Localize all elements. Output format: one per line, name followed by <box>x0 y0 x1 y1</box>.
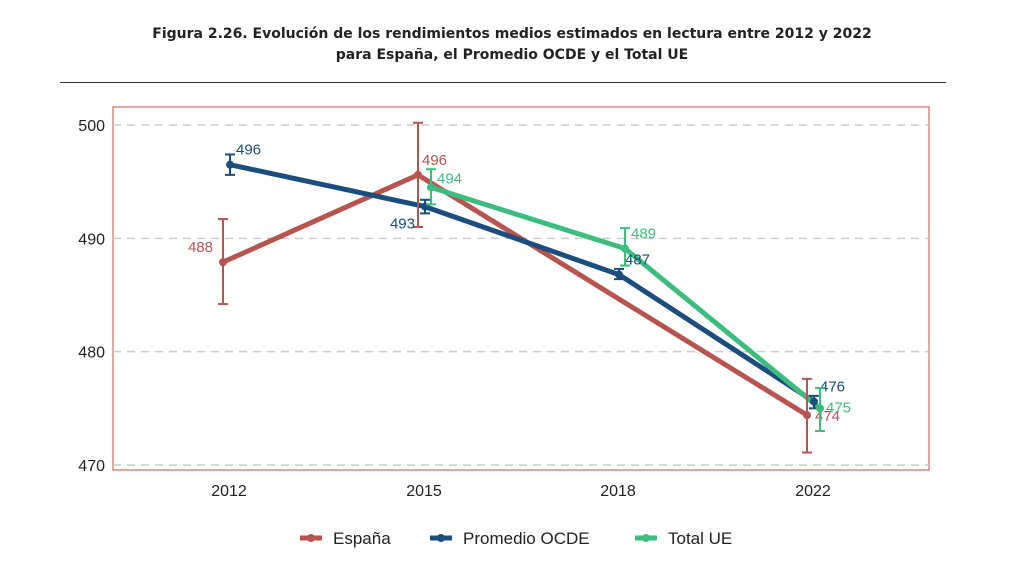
data-label: 496 <box>236 142 261 159</box>
data-label: 475 <box>826 399 851 416</box>
data-label: 489 <box>631 226 656 243</box>
legend-marker <box>437 534 445 542</box>
data-point <box>621 244 629 253</box>
data-point <box>615 270 623 279</box>
x-tick-label: 2018 <box>600 483 636 500</box>
series-line-1 <box>229 162 816 404</box>
data-label: 494 <box>437 170 462 187</box>
data-point <box>803 411 811 420</box>
legend-marker <box>307 534 315 542</box>
chart-title-line1: Figura 2.26. Evolución de los rendimient… <box>152 26 872 42</box>
legend-label: España <box>333 529 391 548</box>
data-point <box>427 183 435 192</box>
x-tick-label: 2015 <box>406 483 442 500</box>
data-label: 474 <box>815 408 840 425</box>
y-tick-label: 500 <box>78 118 105 135</box>
data-point <box>816 404 824 413</box>
data-label: 488 <box>188 239 213 256</box>
title-rule <box>60 82 946 83</box>
data-label: 496 <box>422 152 447 169</box>
legend-label: Promedio OCDE <box>463 529 590 548</box>
data-label: 476 <box>820 379 845 396</box>
y-tick-label: 470 <box>78 458 105 475</box>
data-point <box>219 258 227 267</box>
data-point <box>226 160 234 169</box>
legend-label: Total UE <box>668 529 732 548</box>
x-tick-label: 2012 <box>211 483 247 500</box>
data-point <box>414 170 422 179</box>
y-tick-label: 490 <box>78 231 105 248</box>
x-tick-label: 2022 <box>795 483 831 500</box>
legend-marker <box>642 534 650 542</box>
chart-title: Figura 2.26. Evolución de los rendimient… <box>0 24 1024 66</box>
data-label: 493 <box>390 216 415 233</box>
data-point <box>810 397 818 406</box>
data-label: 487 <box>625 252 650 269</box>
y-tick-label: 480 <box>78 345 105 362</box>
chart-title-line2: para España, el Promedio OCDE y el Total… <box>335 47 689 63</box>
